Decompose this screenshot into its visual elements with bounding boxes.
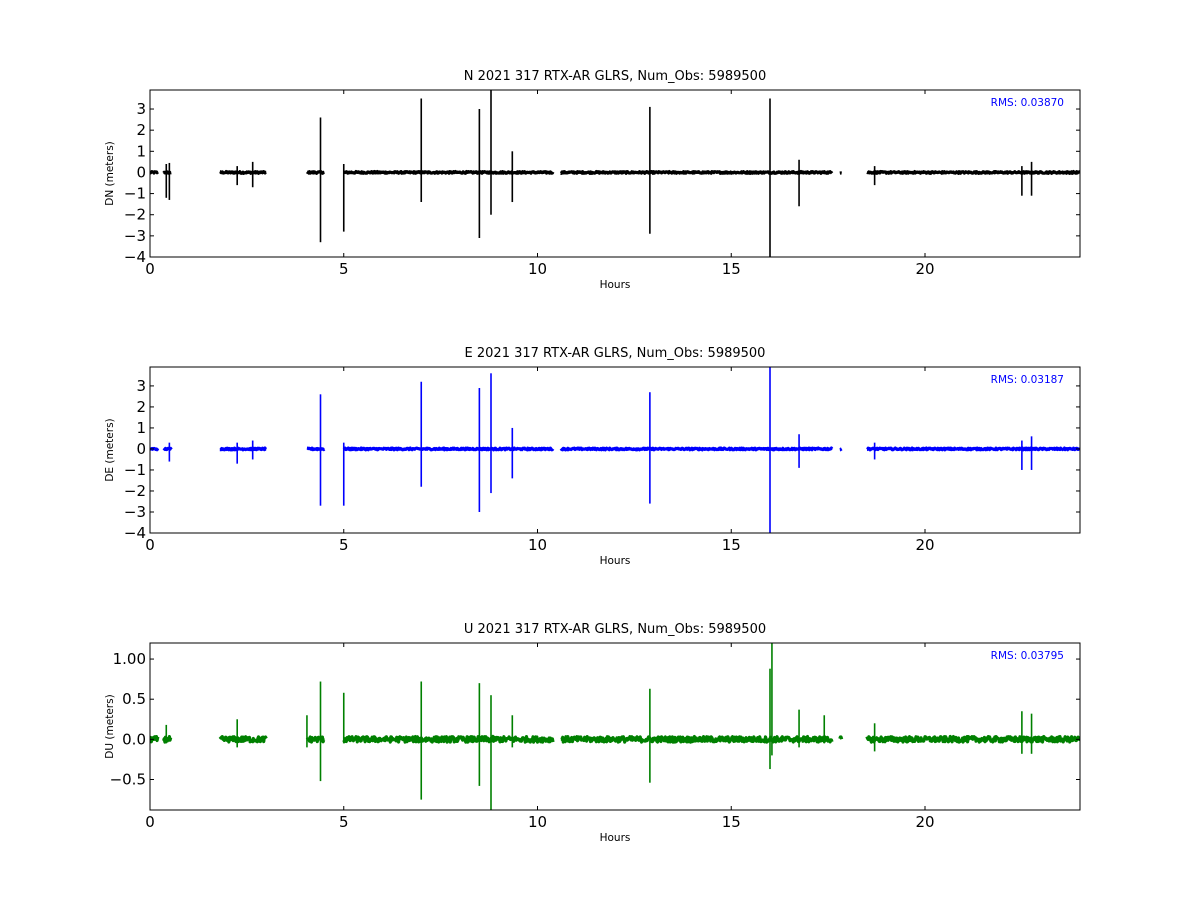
y-tick-label: 1.00 [113,650,146,668]
x-tick-label: 15 [722,813,741,831]
data-segment [838,447,843,452]
data-segment [342,734,555,744]
subplot-3: 0 5 10 15 20 1.00 0.5 0.0 −0.5 U 2021 317 RTX-AR … [104,622,1081,844]
x-tick-label: 20 [915,536,934,554]
x-tick-label: 5 [339,813,349,831]
y-tick-label: 3 [136,377,146,395]
y-tick-label: −1 [124,185,146,203]
data-segment [559,170,834,175]
x-tick-label: 5 [339,536,349,554]
axes-frame [149,642,1081,811]
chart-title: N 2021 317 RTX-AR GLRS, Num_Obs: 5989500 [464,69,766,84]
data-segment [305,735,326,744]
data-segment [342,446,555,452]
y-axis-label: DE (meters) [104,418,116,481]
x-tick-label: 5 [339,260,349,278]
x-tick-label: 20 [915,260,934,278]
data-segment [865,170,1080,175]
y-tick-label: 0 [136,163,146,181]
rms-annotation: RMS: 0.03795 [991,650,1064,662]
y-tick-label: −4 [124,248,146,266]
y-tick-label: 0 [136,440,146,458]
y-tick-label: 3 [136,100,146,118]
y-tick-label: −2 [124,482,146,500]
y-tick-label: 1 [136,419,146,437]
x-axis-label: Hours [600,832,631,844]
x-axis-label: Hours [600,555,631,567]
data-segment [559,735,834,744]
y-tick-label: 2 [136,121,146,139]
y-tick-label: 0.5 [122,690,146,708]
x-tick-label: 0 [145,260,155,278]
data-segment [865,446,1080,452]
data-segment [218,446,268,452]
y-tick-label: −0.5 [110,770,146,788]
rms-annotation: RMS: 0.03187 [991,374,1064,386]
data-segment [162,735,173,744]
y-tick-label: 2 [136,398,146,416]
data-segment [218,170,268,175]
chart-title: U 2021 317 RTX-AR GLRS, Num_Obs: 5989500 [464,622,766,637]
x-tick-label: 10 [528,813,547,831]
x-tick-label: 20 [915,813,934,831]
y-tick-label: −2 [124,206,146,224]
axes-frame [149,89,1081,258]
y-axis-label: DU (meters) [104,694,116,758]
y-tick-label: −4 [124,524,146,542]
data-segment [559,446,834,452]
data-segment [342,170,555,175]
y-tick-label: −1 [124,461,146,479]
x-axis-label: Hours [600,279,631,291]
x-tick-label: 15 [722,536,741,554]
plot-area [150,367,1080,533]
data-segment [865,734,1080,744]
data-segment [218,735,268,744]
y-tick-label: −3 [124,227,146,245]
rms-annotation: RMS: 0.03870 [991,97,1064,109]
plot-area [150,90,1080,257]
data-segment [838,735,844,740]
plot-area [150,643,1080,810]
chart-title: E 2021 317 RTX-AR GLRS, Num_Obs: 5989500 [465,346,766,361]
x-tick-label: 15 [722,260,741,278]
x-tick-label: 0 [145,813,155,831]
y-axis-label: DN (meters) [104,141,116,206]
x-tick-label: 10 [528,260,547,278]
y-tick-label: −3 [124,503,146,521]
axes-frame [149,366,1081,534]
data-segment [305,170,326,175]
y-tick-label: 1 [136,142,146,160]
y-tick-label: 0.0 [122,730,146,748]
x-tick-label: 0 [145,536,155,554]
data-segment [306,446,326,452]
x-tick-label: 10 [528,536,547,554]
